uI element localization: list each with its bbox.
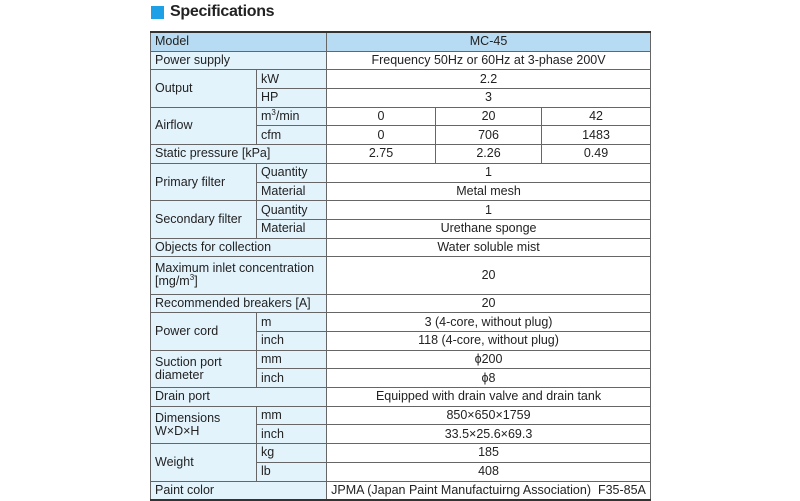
cell-value: 20 [435,106,543,127]
unit-label: inch [255,368,328,389]
cell-value: 0 [326,106,437,127]
table-row: Model MC-45 [149,31,652,52]
unit-label: m [255,312,328,333]
table-row: Airflow m3/min 0 20 42 [150,106,652,146]
table-row: Static pressure [kPa] 2.75 2.26 0.49 [149,144,652,164]
row-label: Recommended breakers [A] [149,293,328,314]
unit-label: m3/min [255,106,328,127]
unit-label: mm [255,405,328,426]
table-row: Maximum inlet concentration [mg/m3] 20 [149,256,652,295]
table-row: Paint color JPMA (Japan Paint Manufactui… [149,480,652,501]
cell-value: 0.49 [541,144,652,164]
table-row: Primary filter Quantity 1 [150,162,652,202]
unit-label: lb [255,461,328,482]
unit-label: Quantity [255,162,328,183]
cell-value: 0 [326,125,437,146]
cell-value: ϕ200 [326,349,652,370]
cell-value: JPMA (Japan Paint Manufactuirng Associat… [326,480,652,501]
cell-value: 850×650×1759 [326,405,652,426]
cell-value: 33.5×25.6×69.3 [326,424,652,445]
row-label: Weight [150,443,257,482]
table-row: lb 408 [151,461,652,482]
unit-label: Quantity [255,200,328,220]
row-label: Static pressure [kPa] [149,144,328,164]
row-label: Output [150,69,257,108]
table-row: Suction port diameter mm ϕ200 [150,349,652,389]
cell-value: Water soluble mist [326,237,652,258]
row-label: Secondary filter [150,200,257,239]
cell-value: 2.2 [326,69,652,90]
row-label: Maximum inlet concentration [mg/m3] [149,256,328,295]
table-row: Dimensions W×D×H mm 850×650×1759 [150,405,652,445]
model-value: MC-45 [326,31,652,52]
specifications-table: Model MC-45 Power supply Frequency 50Hz … [149,31,652,501]
cell-value: Urethane sponge [326,218,652,239]
cell-value: 2.75 [326,144,437,164]
title-text: Specifications [170,3,275,20]
unit-label: HP [255,88,328,108]
table-row: Drain port Equipped with drain valve and… [149,387,652,407]
unit-label: mm [255,349,328,370]
row-label: Drain port [149,387,328,407]
cell-value: 1 [326,200,652,220]
cell-value: 118 (4-core, without plug) [326,331,652,351]
cell-value: 20 [326,256,652,295]
table-row: inch 118 (4-core, without plug) [151,331,652,351]
table-row: Recommended breakers [A] 20 [149,293,652,314]
unit-label: inch [255,331,328,351]
row-label: Power supply [149,50,328,71]
cell-value: Metal mesh [326,181,652,202]
unit-label: kW [255,69,328,90]
row-label: Paint color [149,480,328,501]
cell-value: 2.26 [435,144,543,164]
row-label: Dimensions W×D×H [150,405,257,445]
cell-value: 1 [326,162,652,183]
table-row: Output kW 2.2 [150,69,652,108]
cell-value: 20 [326,293,652,314]
cell-value: 42 [541,106,652,127]
row-label: Power cord [150,312,257,351]
table-row: Weight kg 185 [150,443,652,482]
table-row: Power supply Frequency 50Hz or 60Hz at 3… [149,50,652,71]
cell-value: 408 [326,461,652,482]
cell-value: 1483 [541,125,652,146]
cell-value: Equipped with drain valve and drain tank [326,387,652,407]
row-label: Model [149,31,328,52]
cell-value: ϕ8 [326,368,652,389]
row-label: Primary filter [150,162,257,202]
cell-value: 3 [326,88,652,108]
unit-label: Material [255,181,328,202]
unit-label: cfm [255,125,328,146]
row-label: Airflow [150,106,257,146]
table-row: Secondary filter Quantity 1 [150,200,652,239]
table-row: HP 3 [151,88,652,108]
cell-value: 706 [435,125,543,146]
section-title: Specifications [151,3,275,21]
unit-label: Material [255,218,328,239]
square-bullet-icon [151,5,164,19]
cell-value: 185 [326,443,652,463]
table-row: Objects for collection Water soluble mis… [149,237,652,258]
cell-value: 3 (4-core, without plug) [326,312,652,333]
unit-label: inch [255,424,328,445]
row-label: Suction port diameter [150,349,257,389]
table-row: inch ϕ8 [151,368,652,389]
table-row: Power cord m 3 (4-core, without plug) [150,312,652,351]
row-label: Objects for collection [149,237,328,258]
unit-label: kg [255,443,328,463]
cell-value: Frequency 50Hz or 60Hz at 3-phase 200V [326,50,652,71]
